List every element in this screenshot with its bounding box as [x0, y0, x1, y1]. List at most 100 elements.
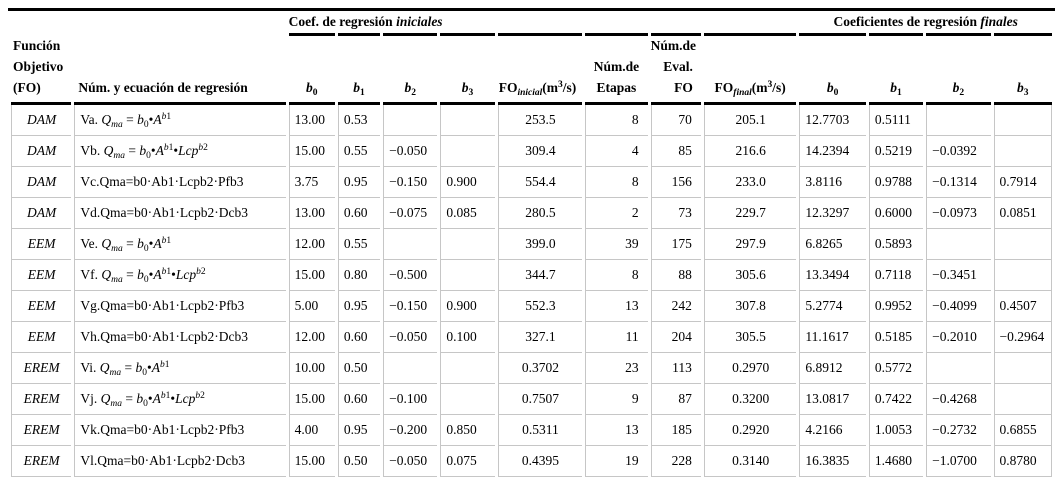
- cell-b0-final: 6.8265: [799, 228, 866, 260]
- group-header-spacer: [11, 11, 286, 32]
- cell-b2-final: [926, 228, 991, 260]
- cell-b1-initial: 0.95: [337, 166, 381, 198]
- cell-fo-inicial: 309.4: [497, 135, 583, 167]
- cell-b3-initial: 0.085: [440, 197, 495, 229]
- cell-b3-initial: 0.075: [440, 445, 495, 477]
- cell-objective-function: EEM: [11, 228, 72, 260]
- cell-b0-initial: 15.00: [288, 135, 335, 167]
- cell-b3-initial: [440, 383, 495, 415]
- cell-b2-final: [926, 104, 991, 136]
- cell-equation: Vd.Qma=b0·Ab1·Lcpb2·Dcb3: [74, 197, 286, 229]
- group-header-final: Coeficientes de regresión finales: [833, 14, 1018, 29]
- cell-b2-initial: −0.050: [383, 445, 438, 477]
- col-header-b2-final: b2: [926, 36, 991, 105]
- cell-objective-function: EREM: [11, 383, 72, 415]
- cell-equation: Vi. Qma = b0•Ab1: [74, 352, 286, 384]
- cell-b0-final: 3.8116: [799, 166, 866, 198]
- cell-equation: Vh.Qma=b0·Ab1·Lcpb2·Dcb3: [74, 321, 286, 353]
- cell-b0-final: 4.2166: [799, 414, 866, 446]
- cell-num-eval-fo: 85: [650, 135, 701, 167]
- cell-b2-final: −0.2010: [926, 321, 991, 353]
- cell-fo-final: 0.3200: [703, 383, 797, 415]
- col-header-funcion-objetivo: Función Objetivo (FO): [11, 36, 72, 105]
- cell-fo-final: 305.6: [703, 259, 797, 291]
- cell-fo-final: 233.0: [703, 166, 797, 198]
- cell-num-etapas: 13: [585, 414, 648, 446]
- cell-b2-final: −0.1314: [926, 166, 991, 198]
- cell-fo-inicial: 399.0: [497, 228, 583, 260]
- cell-b1-final: 0.9952: [868, 290, 924, 322]
- cell-b3-final: 0.4507: [993, 290, 1052, 322]
- table-row: DAM Va. Qma = b0•Ab1 13.00 0.53 253.5 8 …: [11, 104, 1052, 136]
- cell-fo-final: 0.2920: [703, 414, 797, 446]
- cell-b2-final: −0.4099: [926, 290, 991, 322]
- cell-fo-final: 229.7: [703, 197, 797, 229]
- cell-fo-inicial: 0.5311: [497, 414, 583, 446]
- cell-fo-inicial: 0.7507: [497, 383, 583, 415]
- cell-objective-function: EEM: [11, 321, 72, 353]
- table-row: DAM Vd.Qma=b0·Ab1·Lcpb2·Dcb3 13.00 0.60 …: [11, 197, 1052, 229]
- table-row: EEM Vh.Qma=b0·Ab1·Lcpb2·Dcb3 12.00 0.60 …: [11, 321, 1052, 353]
- cell-b2-initial: [383, 228, 438, 260]
- table-row: EREM Vl.Qma=b0·Ab1·Lcpb2·Dcb3 15.00 0.50…: [11, 445, 1052, 477]
- cell-objective-function: DAM: [11, 197, 72, 229]
- cell-b1-initial: 0.60: [337, 321, 381, 353]
- cell-b2-initial: −0.075: [383, 197, 438, 229]
- cell-b3-initial: [440, 352, 495, 384]
- cell-fo-final: 307.8: [703, 290, 797, 322]
- col-header-b2-initial: b2: [383, 36, 438, 105]
- cell-fo-final: 205.1: [703, 104, 797, 136]
- cell-b0-initial: 13.00: [288, 197, 335, 229]
- cell-equation: Vf. Qma = b0•Ab1•Lcpb2: [74, 259, 286, 291]
- cell-b1-initial: 0.55: [337, 135, 381, 167]
- cell-b3-final: [993, 352, 1052, 384]
- cell-b1-final: 1.4680: [868, 445, 924, 477]
- cell-b0-final: 13.0817: [799, 383, 866, 415]
- cell-b0-final: 6.8912: [799, 352, 866, 384]
- cell-fo-inicial: 552.3: [497, 290, 583, 322]
- cell-num-etapas: 2: [585, 197, 648, 229]
- cell-b1-final: 0.5111: [868, 104, 924, 136]
- cell-b1-initial: 0.50: [337, 445, 381, 477]
- cell-b3-initial: [440, 259, 495, 291]
- cell-equation: Vg.Qma=b0·Ab1·Lcpb2·Pfb3: [74, 290, 286, 322]
- cell-b2-final: −0.2732: [926, 414, 991, 446]
- cell-b2-final: −0.3451: [926, 259, 991, 291]
- cell-b2-initial: −0.150: [383, 166, 438, 198]
- cell-b2-initial: [383, 104, 438, 136]
- cell-b0-initial: 15.00: [288, 259, 335, 291]
- column-header-row: Función Objetivo (FO) Núm. y ecuación de r…: [11, 36, 1052, 105]
- col-header-b3-initial: b3: [440, 36, 495, 105]
- table-row: EEM Ve. Qma = b0•Ab1 12.00 0.55 399.0 39…: [11, 228, 1052, 260]
- cell-b3-initial: 0.900: [440, 290, 495, 322]
- cell-b3-final: [993, 383, 1052, 415]
- col-header-b0-final: b0: [799, 36, 866, 105]
- cell-b1-final: 0.9788: [868, 166, 924, 198]
- cell-num-eval-fo: 242: [650, 290, 701, 322]
- cell-b3-initial: 0.850: [440, 414, 495, 446]
- col-header-num-etapas: Núm.de Etapas: [585, 36, 648, 105]
- cell-b3-final: 0.7914: [993, 166, 1052, 198]
- cell-objective-function: EREM: [11, 414, 72, 446]
- cell-b3-final: −0.2964: [993, 321, 1052, 353]
- cell-equation: Vb. Qma = b0•Ab1•Lcpb2: [74, 135, 286, 167]
- cell-b0-initial: 13.00: [288, 104, 335, 136]
- cell-b0-final: 12.7703: [799, 104, 866, 136]
- cell-equation: Vc.Qma=b0·Ab1·Lcpb2·Pfb3: [74, 166, 286, 198]
- cell-b1-initial: 0.50: [337, 352, 381, 384]
- cell-objective-function: DAM: [11, 135, 72, 167]
- group-header-initial: Coef. de regresión iniciales: [288, 14, 443, 29]
- cell-b3-initial: [440, 104, 495, 136]
- table-row: EREM Vk.Qma=b0·Ab1·Lcpb2·Pfb3 4.00 0.95 …: [11, 414, 1052, 446]
- table-row: DAM Vb. Qma = b0•Ab1•Lcpb2 15.00 0.55 −0…: [11, 135, 1052, 167]
- cell-b1-final: 0.7422: [868, 383, 924, 415]
- cell-num-etapas: 11: [585, 321, 648, 353]
- cell-b1-final: 0.7118: [868, 259, 924, 291]
- cell-num-etapas: 39: [585, 228, 648, 260]
- cell-b0-initial: 15.00: [288, 383, 335, 415]
- cell-b1-final: 0.5185: [868, 321, 924, 353]
- table-row: EREM Vj. Qma = b0•Ab1•Lcpb2 15.00 0.60 −…: [11, 383, 1052, 415]
- cell-b1-final: 0.5219: [868, 135, 924, 167]
- cell-b0-initial: 5.00: [288, 290, 335, 322]
